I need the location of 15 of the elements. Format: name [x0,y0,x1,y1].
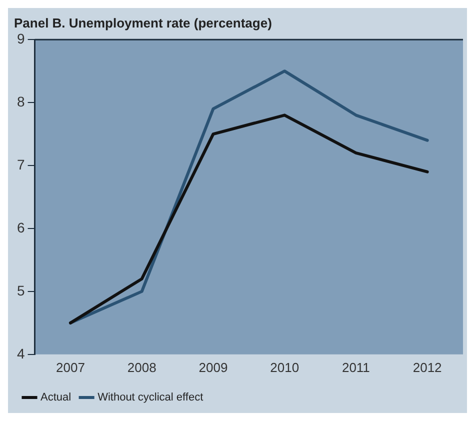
x-tick-label: 2010 [270,360,300,375]
x-tick-label: 2007 [56,360,85,375]
y-tick-label: 4 [16,345,25,362]
legend-label: Actual [40,392,72,404]
y-tick-label: 5 [16,282,25,298]
x-tick-label: 2012 [412,360,442,375]
y-tick-label: 9 [16,30,25,46]
x-tick-label: 2009 [198,360,228,375]
y-tick-label: 7 [16,156,25,172]
y-tick-label: 6 [16,219,25,236]
x-tick-label: 2008 [127,360,156,375]
legend-label: Without cyclical effect [98,392,204,404]
chart-title: Panel B. Unemployment rate (percentage) [14,15,272,30]
y-tick-label: 8 [16,93,25,110]
x-tick-label: 2011 [342,360,370,375]
